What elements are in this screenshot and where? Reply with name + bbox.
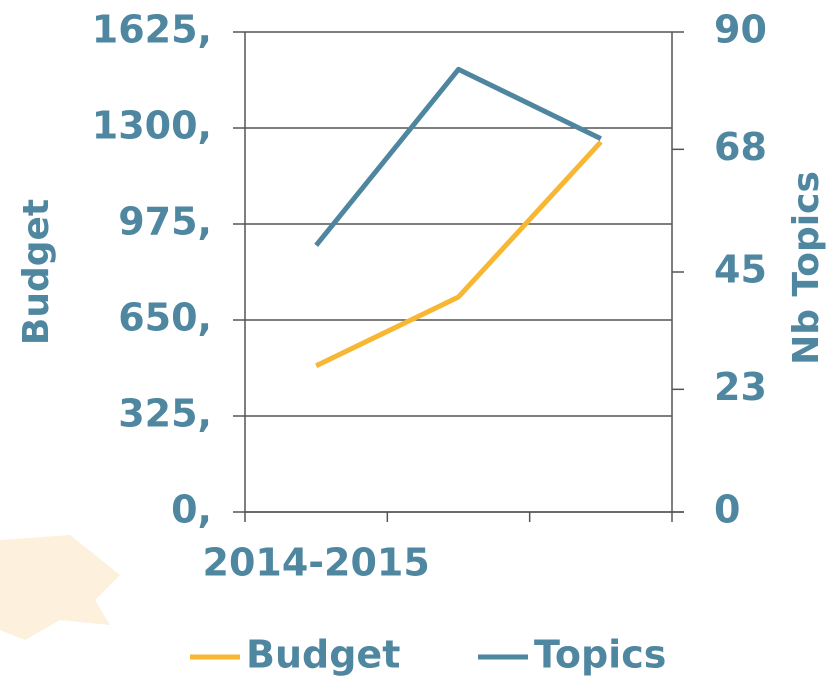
x-tick-label: 2014-2015 bbox=[203, 541, 430, 585]
background-decoration bbox=[0, 535, 120, 640]
y2-tick-label: 68 bbox=[714, 125, 767, 169]
chart: Budget Nb Topics 0, 325, 650, 975, 1300, 1625… bbox=[0, 0, 834, 680]
legend-label: Topics bbox=[534, 633, 666, 677]
y2-tick-label: 0 bbox=[714, 488, 740, 532]
y2-axis-title: Nb Topics bbox=[786, 171, 827, 365]
y2-tick-label: 23 bbox=[714, 365, 767, 409]
line-series bbox=[316, 69, 601, 245]
legend-label: Budget bbox=[246, 633, 400, 677]
y-axis-title: Budget bbox=[16, 199, 57, 345]
y-tick-label: 1300, bbox=[92, 104, 212, 148]
y-tick-label: 0, bbox=[171, 488, 212, 532]
y-tick-label: 650, bbox=[118, 296, 212, 340]
y2-tick-label: 90 bbox=[714, 8, 767, 52]
y-tick-label: 975, bbox=[118, 200, 212, 244]
y-tick-label: 325, bbox=[118, 392, 212, 436]
line-series bbox=[316, 142, 601, 366]
y-tick-label: 1625, bbox=[92, 8, 212, 52]
y2-tick-label: 45 bbox=[714, 248, 767, 292]
